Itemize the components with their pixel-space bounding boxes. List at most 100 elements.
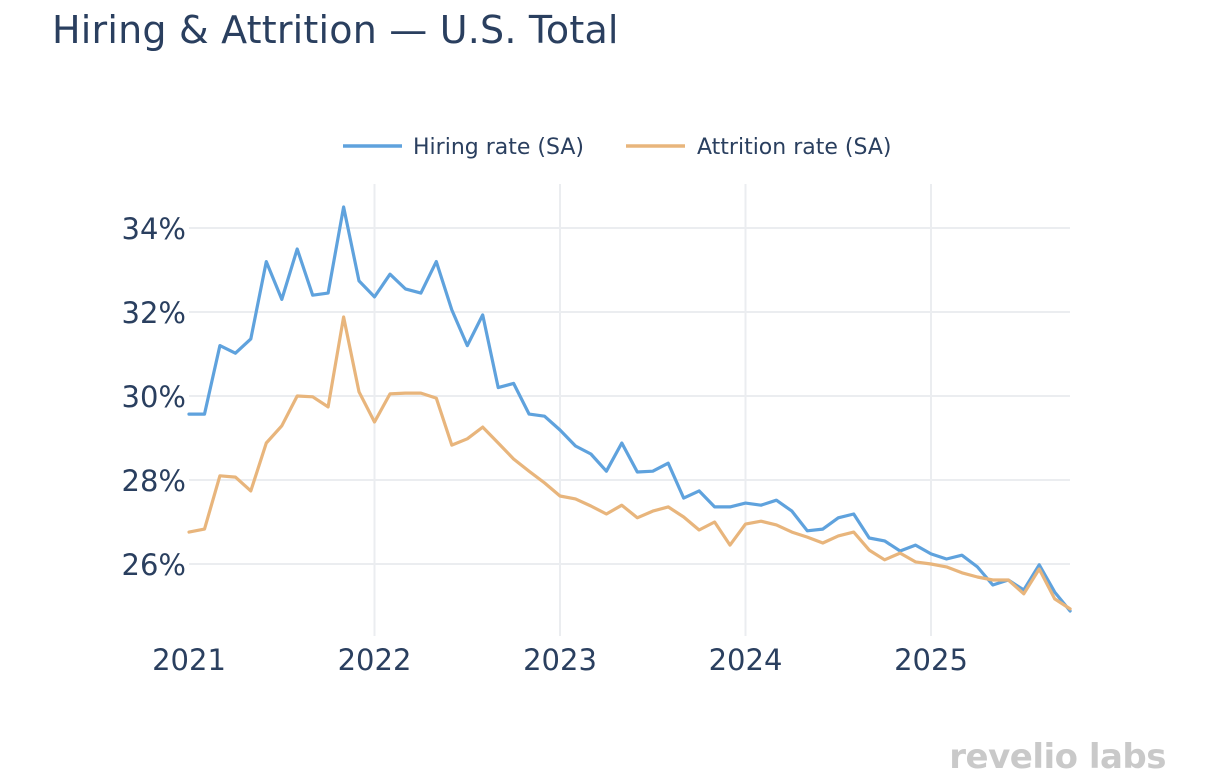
x-tick-label: 2024 bbox=[709, 643, 783, 677]
data-point bbox=[651, 470, 654, 473]
data-point bbox=[574, 445, 577, 448]
data-point bbox=[651, 510, 654, 513]
legend-label: Attrition rate (SA) bbox=[697, 135, 891, 160]
data-point bbox=[1007, 579, 1010, 582]
data-point bbox=[296, 395, 299, 398]
data-point bbox=[481, 426, 484, 429]
x-tick-label: 2021 bbox=[152, 643, 226, 677]
data-point bbox=[296, 248, 299, 251]
data-point bbox=[914, 560, 917, 563]
data-point bbox=[821, 528, 824, 531]
y-gridlines bbox=[189, 227, 1070, 565]
data-point bbox=[914, 544, 917, 547]
data-point bbox=[559, 429, 562, 432]
data-point bbox=[868, 549, 871, 552]
data-point bbox=[883, 539, 886, 542]
data-point bbox=[358, 390, 361, 393]
x-tick-label: 2025 bbox=[894, 643, 968, 677]
data-point bbox=[821, 542, 824, 545]
data-point bbox=[960, 571, 963, 574]
y-tick-label: 26% bbox=[122, 548, 186, 582]
series-line-hiring-rate bbox=[187, 205, 1072, 613]
data-point bbox=[389, 273, 392, 276]
revelio-labs-watermark: revelio labs bbox=[949, 737, 1166, 777]
data-point bbox=[620, 442, 623, 445]
data-point bbox=[419, 292, 422, 295]
data-point bbox=[466, 437, 469, 440]
data-point bbox=[404, 392, 407, 395]
chart-title: Hiring & Attrition — U.S. Total bbox=[52, 8, 619, 52]
data-point bbox=[729, 544, 732, 547]
x-axis-ticks: 2021 2022 2023 2024 2025 bbox=[152, 643, 968, 677]
legend-item-attrition-rate[interactable]: Attrition rate (SA) bbox=[626, 135, 891, 160]
legend-item-hiring-rate[interactable]: Hiring rate (SA) bbox=[343, 135, 584, 160]
data-point bbox=[960, 554, 963, 557]
data-point bbox=[342, 316, 345, 319]
data-point bbox=[497, 386, 500, 389]
data-point bbox=[1038, 563, 1041, 566]
data-point bbox=[512, 458, 515, 461]
data-point bbox=[852, 513, 855, 516]
y-tick-label: 34% bbox=[122, 212, 186, 246]
data-point bbox=[188, 531, 191, 534]
data-point bbox=[559, 495, 562, 498]
data-point bbox=[605, 513, 608, 516]
data-point bbox=[358, 279, 361, 282]
data-point bbox=[713, 505, 716, 508]
data-point bbox=[930, 563, 933, 566]
data-point bbox=[419, 392, 422, 395]
x-tick-label: 2022 bbox=[338, 643, 412, 677]
legend: Hiring rate (SA) Attrition rate (SA) bbox=[343, 135, 891, 160]
data-point bbox=[883, 558, 886, 561]
data-point bbox=[528, 470, 531, 473]
data-point bbox=[543, 415, 546, 418]
data-point bbox=[775, 523, 778, 526]
data-point bbox=[1069, 607, 1072, 610]
data-point bbox=[373, 295, 376, 298]
data-point bbox=[667, 505, 670, 508]
data-point bbox=[589, 453, 592, 456]
data-point bbox=[682, 497, 685, 500]
data-point bbox=[249, 337, 252, 340]
y-tick-label: 28% bbox=[122, 464, 186, 498]
data-point bbox=[1053, 591, 1056, 594]
data-point bbox=[589, 505, 592, 508]
data-point bbox=[497, 442, 500, 445]
data-point bbox=[899, 552, 902, 555]
data-point bbox=[1022, 592, 1025, 595]
data-point bbox=[218, 344, 221, 347]
data-point bbox=[868, 537, 871, 540]
data-point bbox=[404, 287, 407, 290]
data-point bbox=[311, 395, 314, 398]
data-point bbox=[512, 382, 515, 385]
data-point bbox=[327, 405, 330, 408]
data-point bbox=[852, 531, 855, 534]
y-axis-ticks: 26% 28% 30% 32% 34% bbox=[122, 212, 186, 582]
data-point bbox=[528, 413, 531, 416]
data-point bbox=[760, 520, 763, 523]
legend-label: Hiring rate (SA) bbox=[413, 135, 584, 160]
data-point bbox=[249, 489, 252, 492]
data-point bbox=[667, 462, 670, 465]
data-point bbox=[991, 584, 994, 587]
data-point bbox=[837, 516, 840, 519]
data-point bbox=[280, 424, 283, 427]
data-point bbox=[837, 534, 840, 537]
data-point bbox=[327, 292, 330, 295]
y-tick-label: 30% bbox=[122, 380, 186, 414]
data-point bbox=[775, 499, 778, 502]
data-point bbox=[574, 497, 577, 500]
data-point bbox=[620, 504, 623, 507]
data-point bbox=[945, 558, 948, 561]
data-point bbox=[481, 313, 484, 316]
data-point bbox=[1053, 597, 1056, 600]
data-point bbox=[311, 294, 314, 297]
data-point bbox=[790, 510, 793, 513]
data-point bbox=[218, 474, 221, 477]
data-point bbox=[930, 552, 933, 555]
data-point bbox=[450, 308, 453, 311]
data-point bbox=[636, 516, 639, 519]
series-line-attrition-rate bbox=[187, 315, 1072, 611]
data-point bbox=[450, 444, 453, 447]
data-point bbox=[729, 505, 732, 508]
